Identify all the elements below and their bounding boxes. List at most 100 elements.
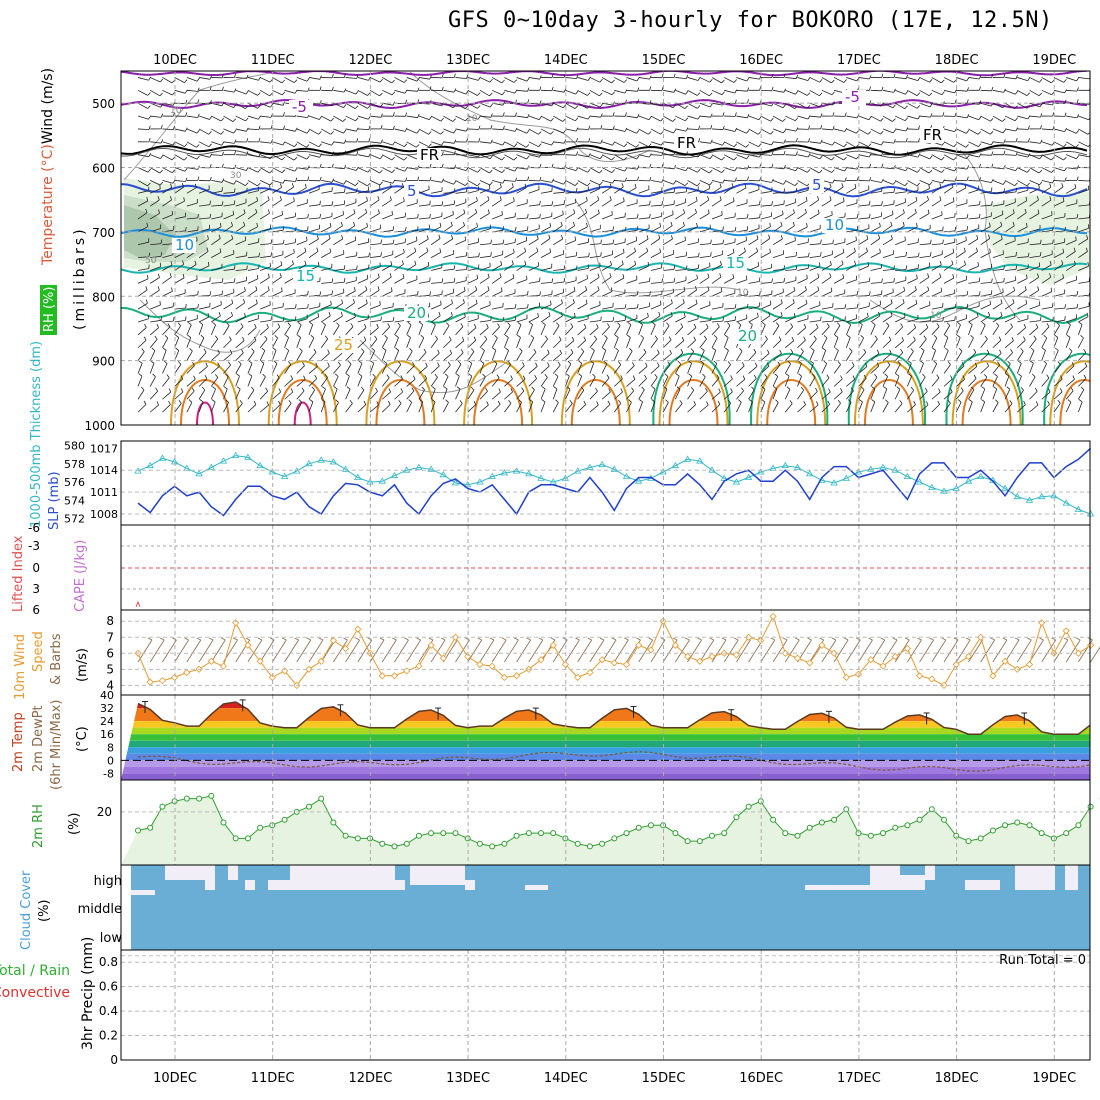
wind-barb-flag <box>265 387 269 392</box>
wind-barb-flag <box>356 74 359 79</box>
wind-barb <box>516 77 528 82</box>
wind-barb-flag <box>826 323 830 327</box>
wind-barb <box>553 292 564 297</box>
wind-barb-flag <box>865 247 868 252</box>
surface-wind-barb-flag <box>990 637 995 641</box>
wind-barb-flag <box>1078 321 1083 325</box>
wind-barb-flag <box>375 387 378 392</box>
wind-barb <box>821 89 833 96</box>
wind-barb-flag <box>722 239 724 244</box>
wind-barb <box>1091 142 1100 145</box>
wind-barb-flag <box>178 399 182 404</box>
clear-sky-block <box>410 865 465 885</box>
wind-barb <box>223 268 235 271</box>
surface-wind-barb-flag <box>624 637 629 641</box>
isotherm-label: FR <box>677 134 696 152</box>
rh2m-point <box>611 835 618 842</box>
wind-barb-flag <box>220 131 224 135</box>
wind-barb-flag <box>930 113 933 118</box>
wind-barb-flag <box>324 374 328 378</box>
wind-barb-flag <box>1061 183 1064 188</box>
wind-barb-flag <box>379 103 384 108</box>
wind-barb <box>1091 366 1099 374</box>
wind-barb-flag <box>398 399 402 404</box>
wind-barb-flag <box>771 73 774 78</box>
wind-barb-flag <box>673 180 677 185</box>
wind-barb-flag <box>196 77 200 82</box>
wind-barb <box>150 304 161 310</box>
wind-barb-flag <box>966 214 969 219</box>
wind-barb <box>650 267 662 271</box>
wind-barb <box>785 180 796 187</box>
wind-barb <box>833 391 843 400</box>
wind-barb <box>614 277 625 284</box>
wind-barb-flag <box>827 400 831 405</box>
wind-barb <box>174 391 184 400</box>
surface-wind-barb-flag <box>1051 637 1056 641</box>
wind-barb <box>736 350 743 361</box>
wind-barb <box>748 265 759 271</box>
wind-barb <box>174 180 186 182</box>
wind-barb-flag <box>280 261 283 266</box>
wind-barb <box>418 189 430 194</box>
wind-barb-flag <box>343 180 347 185</box>
wind-barb <box>577 77 589 81</box>
wind-barb <box>406 154 417 160</box>
wind-barb <box>516 89 528 92</box>
wind-barb-flag <box>318 131 322 135</box>
wind-barb-flag <box>1035 323 1039 328</box>
surface-wind-barb <box>565 639 580 663</box>
wind-barb <box>1029 350 1035 361</box>
wind-barb <box>724 201 735 207</box>
wind-barb-flag <box>171 169 176 173</box>
wind-barb <box>284 200 295 207</box>
wind-barb <box>1053 402 1061 413</box>
wind-barb-flag <box>910 386 915 391</box>
wind-barb <box>162 326 171 336</box>
wind-barb <box>980 204 992 207</box>
wind-barb-flag <box>649 291 651 296</box>
wind-barb <box>809 277 820 284</box>
wind-barb-flag <box>1001 210 1004 215</box>
wind-barb <box>748 141 759 148</box>
thickness-point <box>586 463 594 470</box>
wind-barb-flag <box>1007 360 1011 365</box>
wind-barb-flag <box>451 299 453 304</box>
surface-wind-barb-flag <box>538 637 543 641</box>
wind-barb-flag <box>171 287 173 292</box>
wind-barb-flag <box>995 322 1000 326</box>
wind-barb <box>870 226 881 233</box>
wind-barb-flag <box>341 299 344 304</box>
wind-barb-flag <box>378 209 380 214</box>
wind-barb <box>882 141 894 144</box>
wind-barb-flag <box>947 399 951 404</box>
wind-barb <box>1065 324 1071 336</box>
wind-barb-flag <box>572 298 575 303</box>
wind-barb <box>858 316 869 323</box>
wind-barb <box>137 167 149 173</box>
wind-barb <box>272 141 284 146</box>
wind-barb <box>919 167 930 174</box>
wind-barb-flag <box>916 92 921 96</box>
wind-barb <box>553 214 564 220</box>
rh2m-point <box>1002 822 1009 829</box>
wind-barb <box>956 217 968 220</box>
wind-barb-flag <box>468 360 473 364</box>
wind-barb-flag <box>1064 177 1067 182</box>
wind-barb <box>369 154 381 160</box>
wind-barb <box>247 241 259 246</box>
surface-wind-barb-flag <box>819 637 824 641</box>
wind-barb <box>528 337 535 348</box>
wind-barb-flag <box>201 386 206 391</box>
wind-barb-flag <box>981 386 986 390</box>
wind-barb <box>198 77 210 80</box>
wind-barb-flag <box>403 197 405 202</box>
wind-barb-flag <box>745 236 747 241</box>
wind-barb <box>540 128 551 135</box>
wind-barb <box>1065 240 1077 246</box>
panel-frame-upper <box>120 70 1091 426</box>
wind-barb <box>491 391 501 400</box>
wind-barb <box>382 306 394 310</box>
wind-barb-flag <box>942 179 945 184</box>
wind-barb-flag <box>795 251 797 257</box>
